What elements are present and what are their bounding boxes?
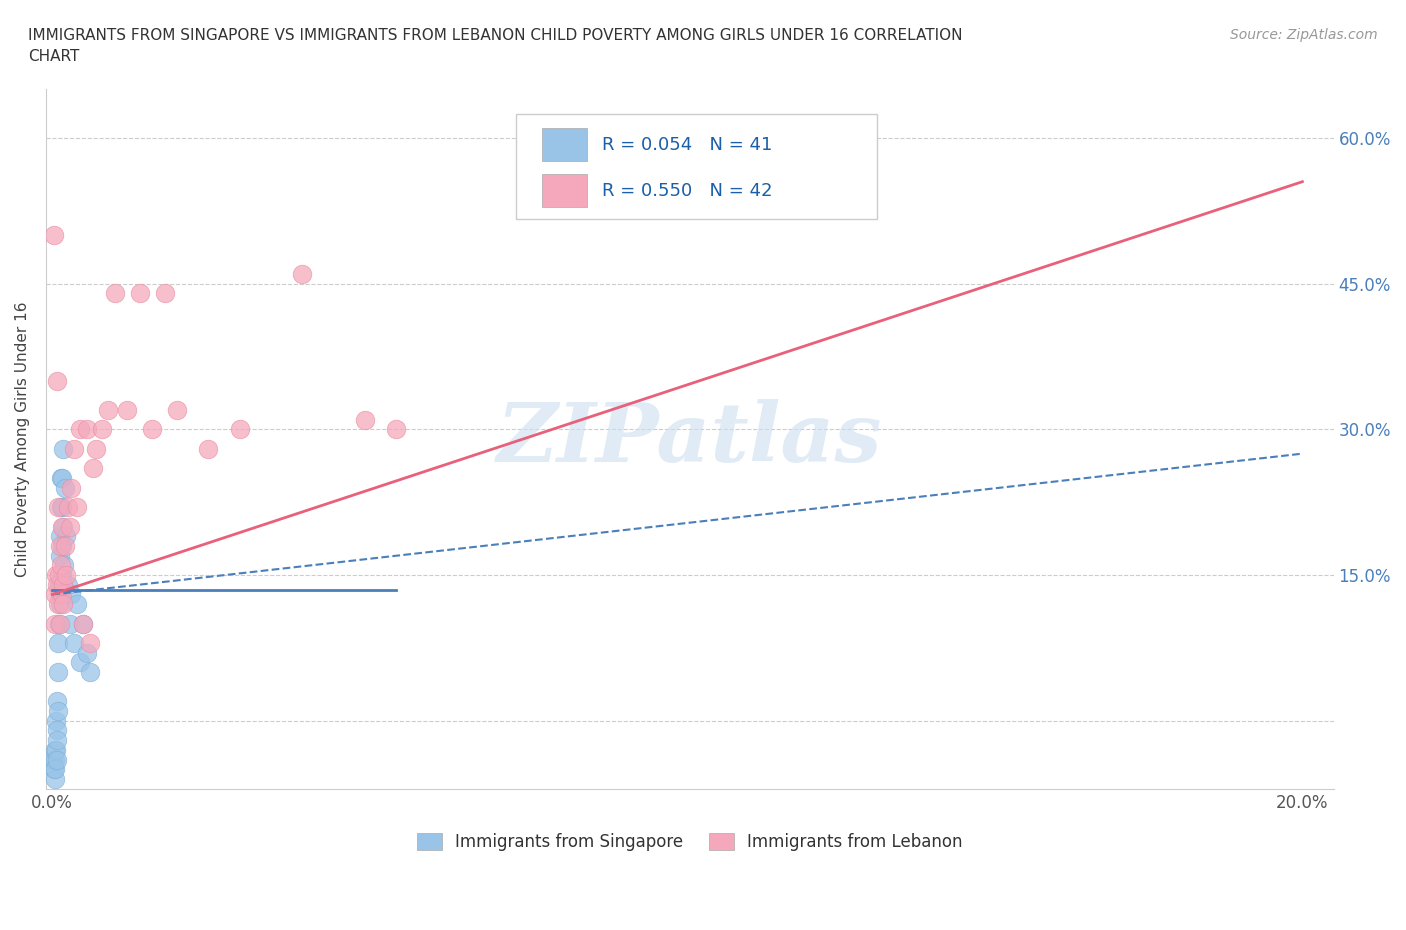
Point xyxy=(48,567,70,582)
Point xyxy=(48,617,70,631)
FancyBboxPatch shape xyxy=(541,174,586,207)
Point xyxy=(91,422,114,437)
Point xyxy=(51,519,73,534)
Point xyxy=(48,665,70,680)
Point xyxy=(48,578,70,592)
Point xyxy=(72,617,94,631)
Point xyxy=(82,460,104,475)
Point xyxy=(76,645,98,660)
Text: Source: ZipAtlas.com: Source: ZipAtlas.com xyxy=(1230,28,1378,42)
Text: ZIPatlas: ZIPatlas xyxy=(498,399,883,479)
Point xyxy=(79,665,101,680)
Point xyxy=(46,499,69,514)
Point xyxy=(52,519,75,534)
Point xyxy=(51,587,73,602)
Point xyxy=(59,480,82,495)
Point xyxy=(45,713,67,728)
Point xyxy=(44,762,66,777)
Point xyxy=(52,597,75,612)
Point xyxy=(51,538,73,553)
Point xyxy=(44,742,66,757)
Point xyxy=(49,529,72,544)
Point xyxy=(56,578,79,592)
Point xyxy=(53,480,76,495)
Point xyxy=(45,567,67,582)
Point xyxy=(79,635,101,650)
Point xyxy=(51,567,73,582)
Point xyxy=(45,723,67,737)
Point xyxy=(66,597,89,612)
Point xyxy=(63,442,86,457)
Point xyxy=(52,442,75,457)
Point xyxy=(76,422,98,437)
Point xyxy=(51,471,73,485)
Point xyxy=(153,286,176,300)
Point xyxy=(48,597,70,612)
Point xyxy=(84,442,107,457)
Point xyxy=(44,617,66,631)
FancyBboxPatch shape xyxy=(541,127,586,162)
Point xyxy=(69,422,91,437)
Point xyxy=(42,752,65,767)
Point xyxy=(59,587,82,602)
Point xyxy=(44,587,66,602)
Point xyxy=(197,442,219,457)
Point xyxy=(55,567,77,582)
Point xyxy=(291,267,314,282)
Point xyxy=(51,499,73,514)
Point xyxy=(56,499,79,514)
Point xyxy=(48,635,70,650)
Point xyxy=(49,558,72,573)
Point xyxy=(53,558,76,573)
Point xyxy=(166,403,188,418)
Point xyxy=(44,752,66,767)
Point xyxy=(53,538,76,553)
Point xyxy=(97,403,120,418)
Point xyxy=(141,422,163,437)
Point xyxy=(63,635,86,650)
Point xyxy=(52,578,75,592)
Point xyxy=(353,412,375,427)
Point xyxy=(385,422,408,437)
Legend: Immigrants from Singapore, Immigrants from Lebanon: Immigrants from Singapore, Immigrants fr… xyxy=(411,826,969,857)
Point xyxy=(115,403,138,418)
Point xyxy=(69,655,91,670)
Point xyxy=(42,228,65,243)
Point xyxy=(49,597,72,612)
Point xyxy=(42,762,65,777)
Text: R = 0.550   N = 42: R = 0.550 N = 42 xyxy=(602,181,773,200)
Point xyxy=(66,499,89,514)
Point xyxy=(229,422,252,437)
Point xyxy=(48,548,70,563)
Point xyxy=(59,519,82,534)
FancyBboxPatch shape xyxy=(516,113,876,219)
Y-axis label: Child Poverty Among Girls Under 16: Child Poverty Among Girls Under 16 xyxy=(15,301,30,577)
Point xyxy=(49,471,72,485)
Point xyxy=(72,617,94,631)
Point xyxy=(46,704,69,719)
Point xyxy=(45,742,67,757)
Point xyxy=(45,373,67,388)
Point xyxy=(59,617,82,631)
Text: R = 0.054   N = 41: R = 0.054 N = 41 xyxy=(602,136,773,153)
Point xyxy=(128,286,150,300)
Point xyxy=(44,772,66,787)
Point xyxy=(46,578,69,592)
Point xyxy=(55,529,77,544)
Point xyxy=(48,617,70,631)
Point xyxy=(104,286,127,300)
Point xyxy=(48,587,70,602)
Point xyxy=(46,733,69,748)
Point xyxy=(45,752,67,767)
Point xyxy=(49,538,72,553)
Point xyxy=(49,499,72,514)
Text: IMMIGRANTS FROM SINGAPORE VS IMMIGRANTS FROM LEBANON CHILD POVERTY AMONG GIRLS U: IMMIGRANTS FROM SINGAPORE VS IMMIGRANTS … xyxy=(28,28,963,64)
Point xyxy=(46,694,69,709)
